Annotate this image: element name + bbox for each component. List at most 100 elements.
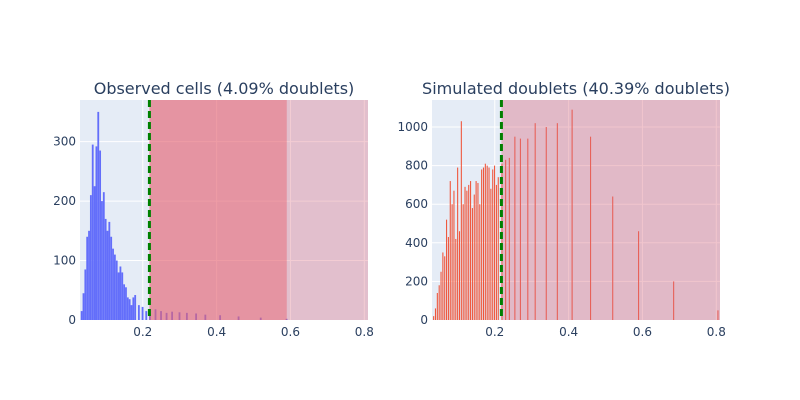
histogram-bar: [82, 293, 85, 320]
doublet-region-shade: [149, 100, 287, 320]
histogram-bar: [185, 312, 188, 320]
histogram-bar: [137, 305, 140, 320]
histogram-bar: [112, 248, 114, 320]
histogram-bar: [93, 186, 96, 320]
histogram-bar: [519, 138, 521, 320]
histogram-bar: [449, 181, 451, 320]
histogram-bar: [482, 167, 485, 320]
histogram-bar: [99, 150, 102, 320]
histogram-bar: [259, 317, 262, 320]
histogram-bar: [471, 208, 473, 320]
histogram-bar: [466, 190, 468, 320]
y-tick-label: 200: [53, 194, 76, 208]
y-tick-label: 200: [405, 274, 428, 288]
histogram-bar: [473, 194, 475, 320]
histogram-bar: [141, 306, 144, 320]
histogram-bar: [106, 230, 109, 320]
histogram-bar: [494, 165, 496, 320]
y-tick-label: 1000: [397, 120, 428, 134]
histogram-bar: [470, 181, 472, 320]
histogram-bar: [460, 121, 462, 320]
histogram-bar: [86, 236, 89, 320]
chart-simulated-doublets: Simulated doublets (40.39% doublets) 0 20…: [397, 79, 729, 339]
histogram-bar: [126, 297, 129, 320]
histogram-bar: [484, 163, 486, 320]
histogram-bar: [462, 204, 464, 320]
histogram-bar: [171, 311, 174, 320]
chart-title: Simulated doublets (40.39% doublets): [422, 79, 730, 98]
histogram-bar: [88, 230, 90, 320]
histogram-bar: [219, 315, 222, 320]
histogram-bar: [237, 316, 240, 320]
histogram-bar: [84, 269, 87, 320]
histogram-bar: [527, 138, 529, 320]
histogram-bar: [475, 181, 477, 320]
histogram-bar: [508, 157, 510, 320]
histogram-bar: [442, 252, 444, 320]
doublet-region-shade: [149, 100, 368, 320]
histogram-bar: [458, 231, 461, 320]
histogram-bar: [556, 123, 558, 320]
plot-background: [80, 100, 368, 320]
histogram-bar: [119, 266, 122, 320]
plot-area: [432, 100, 720, 320]
histogram-bar: [490, 188, 492, 320]
histogram-bar: [433, 316, 435, 320]
histogram-bar: [457, 167, 459, 320]
histogram-bar: [440, 271, 442, 320]
histogram-bar: [145, 311, 148, 320]
histogram-bar: [115, 260, 118, 320]
histogram-bar: [444, 256, 446, 320]
histogram-bar: [492, 169, 494, 320]
histogram-bar: [91, 144, 94, 320]
histogram-bar: [488, 167, 490, 320]
histogram-bar: [486, 165, 488, 320]
histogram-bar: [464, 186, 466, 320]
histogram-bar: [446, 219, 448, 320]
histogram-bar: [438, 285, 440, 320]
x-tick-label: 0.4: [207, 325, 226, 339]
chart-title: Observed cells (4.09% doublets): [94, 79, 355, 98]
histogram-bar: [149, 314, 151, 320]
doublet-region-shade: [501, 100, 720, 320]
histogram-bar: [104, 218, 107, 320]
histogram-bar: [495, 184, 497, 320]
histogram-bar: [204, 314, 207, 320]
y-tick-label: 800: [405, 159, 428, 173]
histogram-bar: [134, 295, 137, 320]
histogram-bar: [97, 111, 100, 320]
x-tick-label: 0.2: [485, 325, 504, 339]
histogram-bar: [434, 308, 437, 320]
histogram-bar: [195, 313, 198, 320]
histogram-bar: [479, 204, 481, 320]
histogram-bar: [436, 292, 438, 320]
histogram-bar: [154, 309, 157, 320]
histogram-bar: [477, 182, 479, 320]
histogram-bar: [717, 310, 719, 320]
histogram-bar: [497, 177, 499, 320]
histogram-bar: [638, 231, 640, 320]
histogram-bar: [455, 238, 457, 320]
histogram-bar: [505, 159, 507, 320]
histogram-bar: [590, 136, 592, 320]
x-tick-label: 0.6: [281, 325, 300, 339]
plot-area: [80, 100, 368, 320]
y-tick-label: 600: [405, 197, 428, 211]
histogram-bar: [108, 221, 111, 320]
histogram-bar: [121, 272, 124, 320]
histogram-bar: [117, 272, 120, 320]
x-tick-label: 0.6: [633, 325, 652, 339]
histogram-bar: [165, 312, 168, 320]
histogram-bar: [113, 254, 116, 320]
histogram-bar: [285, 318, 288, 320]
x-tick-label: 0.8: [707, 325, 726, 339]
histogram-bar: [451, 204, 453, 320]
histogram-bar: [130, 305, 133, 320]
histogram-bar: [571, 109, 573, 320]
histogram-bar: [534, 123, 536, 320]
histogram-bar: [545, 127, 547, 320]
histogram-bar: [132, 297, 135, 320]
y-tick-label: 100: [53, 254, 76, 268]
histogram-bar: [128, 299, 131, 320]
